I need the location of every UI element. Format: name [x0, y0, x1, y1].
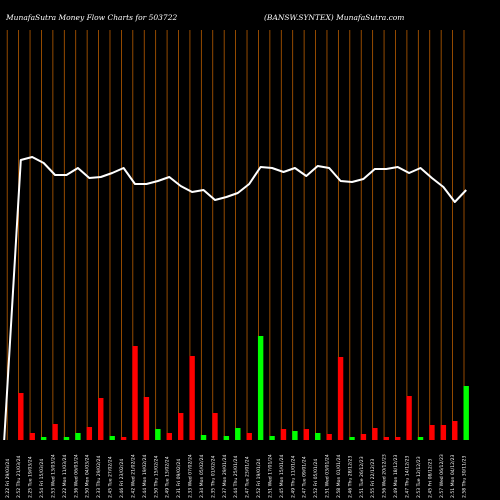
- money-flow-bar: [406, 396, 412, 440]
- x-tick-label: 2.45 Fri 08/12/23: [427, 459, 433, 498]
- x-tick-label: 2.45 Tue 27/02/24: [108, 456, 114, 498]
- x-tick-label: 2.50 Mon 04/03/24: [85, 454, 91, 498]
- x-tick-label: 2.52 Thu 21/03/24: [16, 456, 22, 498]
- money-flow-bar: [98, 398, 104, 440]
- money-flow-bar: [429, 425, 435, 440]
- x-tick-label: 2.35 Thu 01/02/24: [210, 456, 216, 498]
- money-flow-bar: [143, 397, 150, 440]
- money-flow-bar: [166, 433, 172, 440]
- x-tick-label: 2.49 Tue 13/02/24: [165, 456, 171, 498]
- x-tick-label: 2.56 Wed 20/12/23: [382, 454, 388, 498]
- x-tick-label: 2.49 Thu 11/01/24: [290, 456, 296, 498]
- chart-title-right: (BANSW.SYNTEX) MunafaSutra.com: [264, 13, 404, 22]
- money-flow-bar: [463, 386, 469, 440]
- money-flow-bar: [29, 433, 35, 440]
- x-tick-label: 2.58 Thu 30/11/23: [462, 456, 468, 498]
- x-tick-label: 2.52 Fri 19/01/24: [256, 459, 262, 498]
- money-flow-bar: [18, 393, 24, 440]
- money-flow-bar: [109, 436, 115, 440]
- money-flow-bar: [63, 437, 70, 440]
- x-tick-label: 2.57 Wed 06/12/23: [439, 454, 445, 498]
- x-tick-label: 2.45 Mon 15/01/24: [279, 454, 285, 498]
- money-flow-bar: [246, 433, 252, 440]
- money-flow-bar: [212, 413, 218, 440]
- x-tick-label: 2.54 Fri 15/03/24: [39, 459, 45, 498]
- money-flow-bar: [120, 437, 127, 440]
- money-flow-bar: [86, 427, 93, 440]
- x-tick-label: 2.31 Fri 09/02/24: [176, 459, 182, 498]
- x-tick-label: 2.46 Thu 28/12/23: [347, 456, 353, 498]
- money-flow-bars: [18, 336, 469, 440]
- x-tick-label: 2.47 Tue 23/01/24: [245, 456, 251, 498]
- money-flow-bar: [132, 346, 138, 440]
- money-flow-bar: [280, 429, 287, 440]
- grid-lines: [6, 30, 465, 440]
- money-flow-bar: [337, 357, 344, 440]
- money-flow-bar: [223, 436, 230, 440]
- money-flow-bar: [326, 434, 332, 440]
- money-flow-bar: [257, 336, 264, 440]
- x-tick-label: 2.44 Mon 19/02/24: [142, 454, 148, 498]
- money-flow-bar: [292, 431, 298, 440]
- x-tick-label: 2.58 Mon 01/01/24: [336, 454, 342, 498]
- x-tick-label: 2.46 Fri 23/02/24: [119, 459, 125, 498]
- money-flow-bar: [417, 437, 424, 440]
- money-flow-bar: [235, 428, 241, 440]
- x-tick-label: 2.34 Mon 05/02/24: [199, 454, 205, 498]
- x-tick-label: 2.47 Thu 14/12/23: [405, 456, 411, 498]
- x-tick-label: 2.42 Wed 21/02/24: [130, 454, 136, 498]
- x-tick-label: 2.55 Fri 22/12/23: [370, 459, 376, 498]
- x-tick-label: 2.37 Mon 29/01/24: [222, 454, 228, 498]
- x-tick-labels: 2.22 Fri 29/03/24 2.52 Thu 21/03/24 2.25 T…: [5, 454, 468, 498]
- x-tick-label: 2.44 Thu 25/01/24: [233, 456, 239, 498]
- x-tick-label: 2.53 Wed 13/03/24: [50, 454, 56, 498]
- money-flow-bar: [383, 437, 389, 440]
- chart-title-left: MunafaSutra Money Flow Charts for 503722: [5, 13, 177, 22]
- money-flow-bar: [394, 437, 401, 440]
- x-tick-label: 2.47 Tue 09/01/24: [302, 456, 308, 498]
- x-tick-label: 2.33 Thu 29/02/24: [96, 456, 102, 498]
- money-flow-bar: [372, 428, 378, 440]
- money-flow-bar: [303, 429, 310, 440]
- x-tick-label: 2.22 Mon 11/03/24: [62, 454, 68, 498]
- x-tick-label: 2.36 Wed 06/03/24: [73, 454, 79, 498]
- money-flow-bar: [52, 424, 58, 440]
- money-flow-bar: [178, 413, 184, 440]
- money-flow-bar: [40, 437, 47, 440]
- money-flow-bar: [269, 436, 275, 440]
- x-tick-label: 2.52 Fri 05/01/24: [313, 459, 319, 498]
- x-tick-label: 2.50 Thu 15/02/24: [153, 456, 159, 498]
- x-tick-label: 2.51 Tue 26/12/23: [359, 456, 365, 498]
- price-line-layer: [3, 156, 467, 441]
- price-line: [3, 156, 467, 441]
- money-flow-bar: [200, 435, 207, 440]
- money-flow-bar: [75, 433, 81, 440]
- money-flow-bar: [189, 356, 195, 440]
- x-tick-label: 2.51 Mon 04/12/23: [450, 454, 456, 498]
- money-flow-bar: [155, 429, 161, 440]
- money-flow-bar: [440, 425, 447, 440]
- x-tick-label: 2.49 Mon 18/12/23: [393, 454, 399, 498]
- x-tick-label: 2.53 Tue 12/12/23: [416, 456, 422, 498]
- money-flow-bar: [315, 433, 321, 440]
- x-tick-label: 2.22 Fri 29/03/24: [5, 459, 11, 498]
- x-tick-label: 2.51 Wed 03/01/24: [325, 454, 331, 498]
- x-tick-label: 2.25 Tue 19/03/24: [28, 456, 34, 498]
- money-flow-bar: [360, 434, 367, 440]
- money-flow-bar: [349, 437, 355, 440]
- x-tick-label: 2.51 Wed 17/01/24: [267, 454, 273, 498]
- x-tick-label: 2.33 Wed 07/02/24: [188, 454, 194, 498]
- money-flow-bar: [452, 421, 458, 440]
